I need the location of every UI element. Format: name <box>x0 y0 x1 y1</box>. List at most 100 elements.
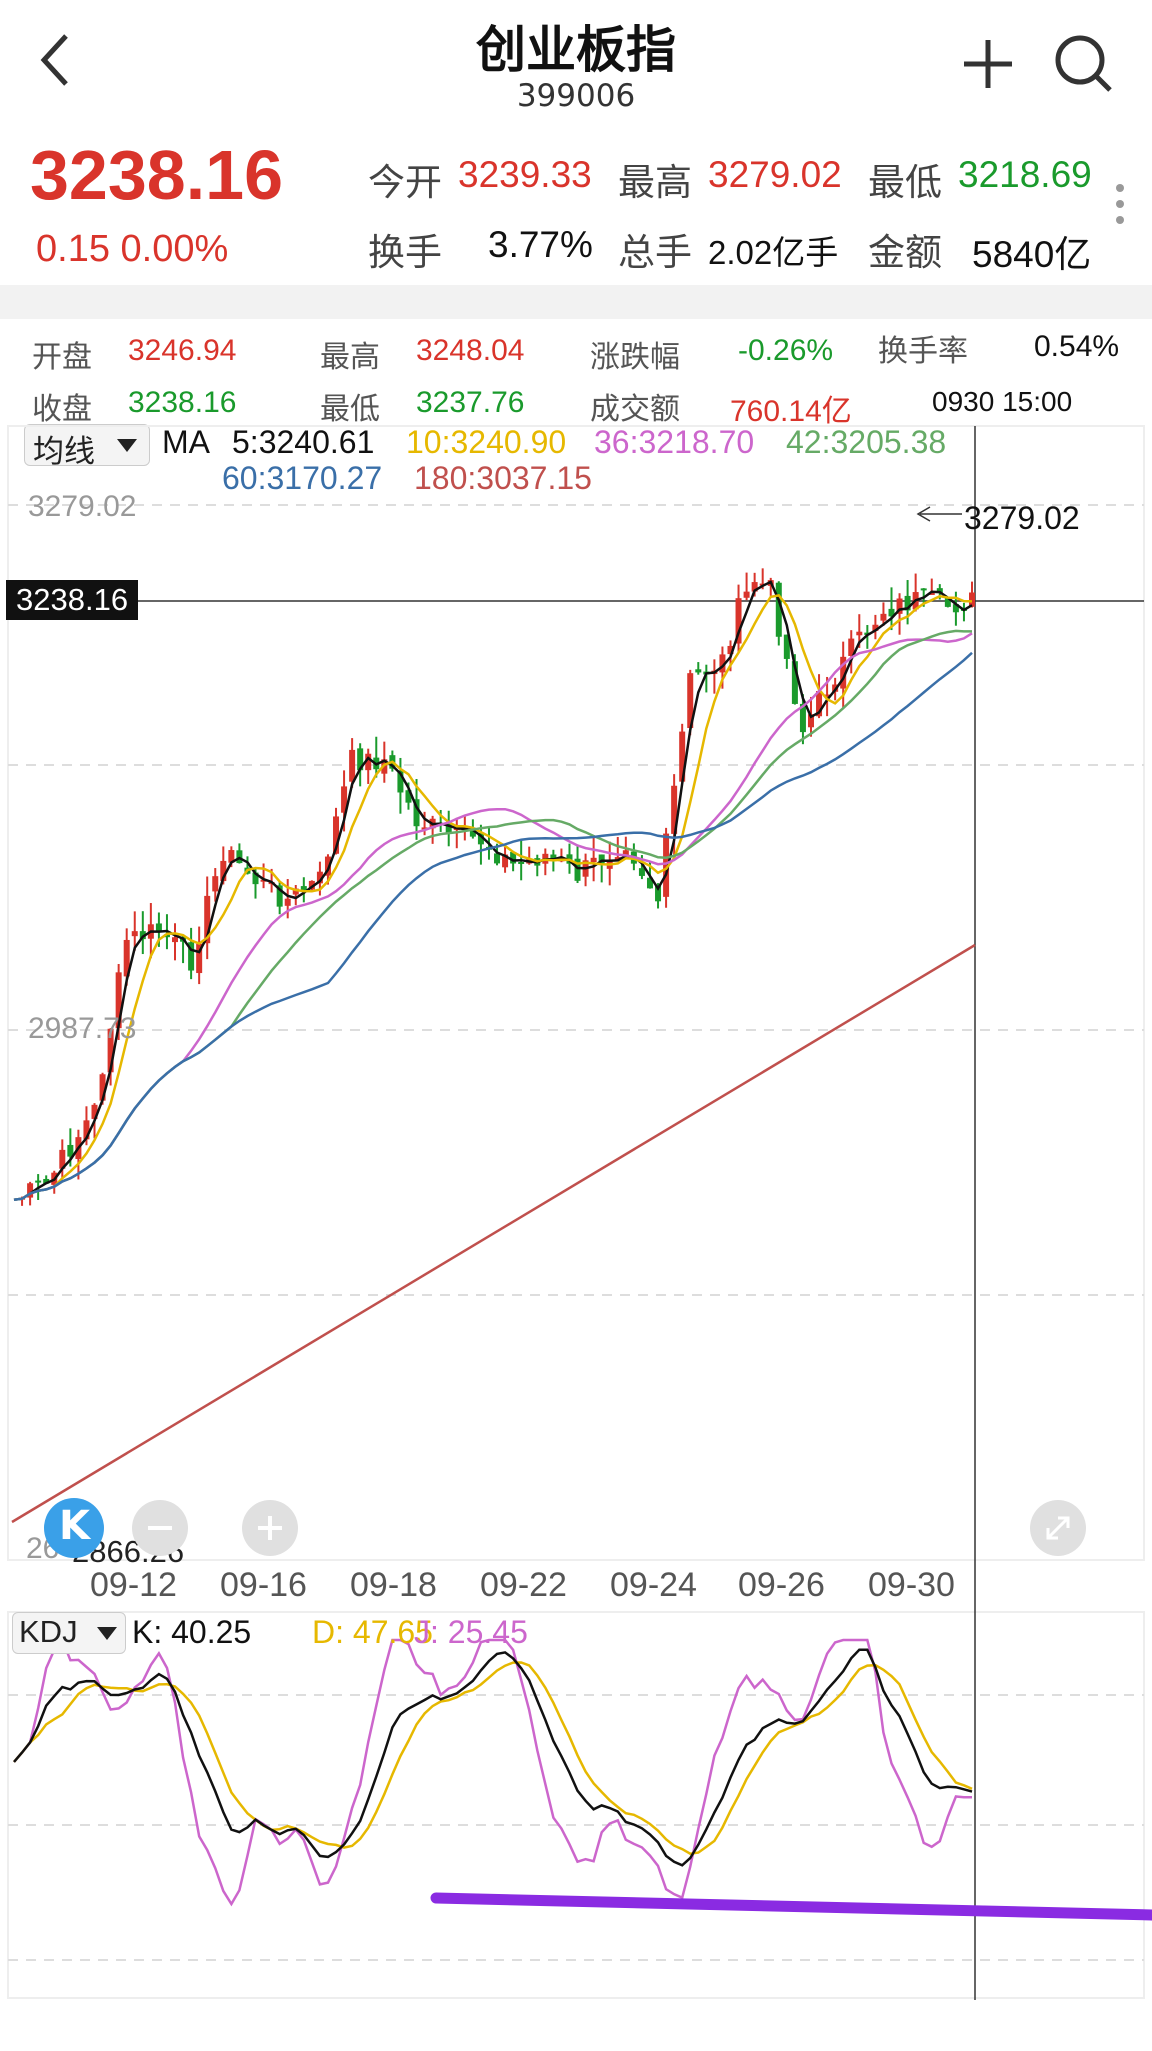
candle-body <box>646 877 653 889</box>
candle-body <box>115 972 122 1029</box>
ma-selector-label: 均线 <box>33 434 95 470</box>
bar-close-value: 3238.16 <box>128 386 237 419</box>
candle-body <box>856 631 863 636</box>
candle-body <box>936 588 943 594</box>
candle-body <box>719 654 726 673</box>
candle-body <box>904 595 911 611</box>
candle-body <box>107 1028 114 1073</box>
zoom-out-icon[interactable] <box>132 1500 188 1556</box>
candle-body <box>638 868 645 876</box>
kdj-d-line <box>13 1661 973 1855</box>
candle-body <box>735 598 742 644</box>
candle-body <box>550 854 557 859</box>
bar-turn-label: 换手率 <box>878 334 968 369</box>
candle-body <box>952 604 959 613</box>
candle-body <box>204 895 211 944</box>
candle-body <box>622 850 629 856</box>
candle-body <box>928 592 935 595</box>
kdj-selector[interactable]: KDJ <box>12 1612 126 1654</box>
kdj-k-line <box>13 1648 973 1867</box>
candle-body <box>35 1180 42 1183</box>
amount-label: 金额 <box>868 231 942 274</box>
bar-chg-label: 涨跌幅 <box>590 340 680 375</box>
high-marker-arrowhead <box>916 506 931 522</box>
zoom-in-icon[interactable] <box>242 1500 298 1556</box>
candle-body <box>751 582 758 592</box>
chevron-left-icon[interactable] <box>36 30 76 90</box>
date-label: 09-26 <box>738 1566 825 1604</box>
candle-body <box>872 624 879 631</box>
price-change: 0.15 0.00% <box>36 228 229 270</box>
candle-body <box>775 582 782 637</box>
bar-turn-value: 0.54% <box>1034 330 1120 363</box>
candle-body <box>590 857 597 863</box>
candle-body <box>783 634 790 659</box>
more-vertical-icon[interactable] <box>1112 182 1128 228</box>
candle-body <box>799 703 806 733</box>
price-panel-border <box>7 425 1145 1561</box>
annotation-line <box>430 1892 1152 1921</box>
open-label: 今开 <box>368 161 442 204</box>
ma42-value: 42:3205.38 <box>786 424 947 460</box>
candle-body <box>687 673 694 729</box>
ma-prefix: MA <box>162 424 210 460</box>
plus-icon[interactable] <box>960 36 1016 92</box>
candle-body <box>99 1074 106 1101</box>
index-code: 399006 <box>516 78 636 114</box>
candle-body <box>91 1104 98 1119</box>
candle-body <box>816 691 823 717</box>
candle-body <box>341 786 348 813</box>
candle-body <box>349 749 356 782</box>
candle-body <box>131 931 138 937</box>
candle-body <box>920 588 927 591</box>
ma36-line <box>13 632 973 1202</box>
candle-body <box>413 799 420 827</box>
candle-body <box>598 854 605 864</box>
ma36-value: 36:3218.70 <box>594 424 755 460</box>
candle-body <box>807 714 814 728</box>
bar-chg-value: -0.26% <box>738 334 834 367</box>
ma-selector[interactable]: 均线 <box>24 424 150 470</box>
bar-low-label: 最低 <box>320 392 380 427</box>
candle-body <box>880 613 887 621</box>
ma42-line <box>13 629 972 1202</box>
low-label: 最低 <box>868 161 942 204</box>
candle-body <box>445 822 452 834</box>
candle-body <box>502 854 509 868</box>
candle-body <box>228 850 235 863</box>
k-logo-icon[interactable]: K <box>44 1498 104 1558</box>
candle-body <box>518 861 525 864</box>
current-price: 3238.16 <box>30 136 284 214</box>
search-icon[interactable] <box>1052 32 1116 96</box>
expand-icon[interactable] <box>1030 1500 1086 1556</box>
bar-time: 0930 15:00 <box>932 386 1073 417</box>
candle-body <box>969 592 975 607</box>
date-label: 09-12 <box>90 1566 177 1604</box>
turnover-label: 换手 <box>368 231 442 274</box>
candle-body <box>421 827 428 830</box>
date-label: 09-18 <box>350 1566 437 1604</box>
high-marker-label: 3279.02 <box>964 500 1080 536</box>
ma60-value: 60:3170.27 <box>222 460 383 496</box>
candle-body <box>43 1178 50 1184</box>
candle-body <box>172 937 179 943</box>
candle-body <box>83 1120 90 1140</box>
candle-body <box>494 853 501 864</box>
candle-body <box>574 858 581 881</box>
candle-body <box>695 669 702 673</box>
candle-body <box>333 816 340 854</box>
turnover-value: 3.77% <box>488 224 593 265</box>
candle-body <box>123 939 130 977</box>
candle-body <box>743 591 750 598</box>
kdj-k-value: K: 40.25 <box>132 1614 252 1650</box>
date-label: 09-16 <box>220 1566 307 1604</box>
candle-body <box>163 934 170 938</box>
candle-body <box>365 753 372 771</box>
candle-body <box>139 931 146 940</box>
candle-body <box>663 833 670 897</box>
bar-high-value: 3248.04 <box>416 334 525 367</box>
kdj-j-line <box>13 1637 972 1907</box>
page-title: 创业板指 <box>476 21 676 79</box>
candle-body <box>944 597 951 607</box>
